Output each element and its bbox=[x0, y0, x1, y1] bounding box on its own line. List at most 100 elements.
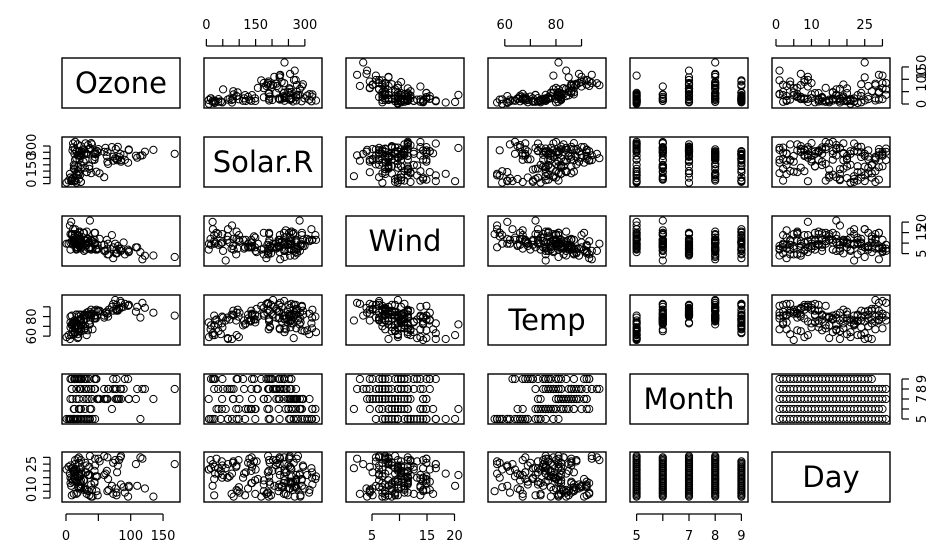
data-point bbox=[523, 238, 532, 247]
data-point bbox=[658, 96, 667, 105]
data-point bbox=[454, 320, 463, 329]
panel-frame bbox=[487, 136, 607, 188]
data-point bbox=[684, 230, 694, 239]
data-point bbox=[287, 404, 296, 414]
data-point bbox=[531, 384, 540, 394]
data-point bbox=[521, 414, 530, 424]
data-point bbox=[775, 325, 784, 334]
data-point bbox=[413, 161, 422, 170]
data-point bbox=[516, 141, 525, 150]
data-point bbox=[262, 299, 271, 308]
tick-label: 25 bbox=[25, 456, 40, 473]
data-point bbox=[422, 394, 431, 404]
data-point bbox=[539, 155, 548, 164]
data-point bbox=[297, 326, 306, 335]
data-point bbox=[280, 233, 289, 242]
data-point bbox=[378, 76, 387, 85]
panel-month-vs-temp bbox=[487, 373, 607, 425]
data-point bbox=[632, 319, 641, 328]
data-point bbox=[275, 235, 284, 244]
data-point bbox=[528, 240, 538, 249]
data-point bbox=[562, 92, 571, 101]
data-point bbox=[112, 300, 121, 309]
data-point bbox=[737, 77, 746, 86]
data-point bbox=[218, 230, 227, 239]
data-point bbox=[113, 142, 122, 151]
data-point bbox=[684, 169, 694, 178]
data-point bbox=[818, 149, 827, 158]
data-point bbox=[280, 238, 289, 247]
data-point bbox=[378, 394, 387, 404]
data-point bbox=[124, 300, 133, 309]
data-point bbox=[85, 320, 95, 329]
data-point bbox=[544, 374, 553, 384]
data-point bbox=[85, 374, 94, 384]
data-point bbox=[112, 374, 121, 384]
data-point bbox=[219, 246, 228, 255]
tick-label: 7 bbox=[915, 395, 930, 403]
data-point bbox=[100, 394, 109, 404]
panel-day-vs-wind bbox=[345, 451, 465, 503]
data-point bbox=[842, 310, 852, 319]
data-point bbox=[825, 321, 834, 330]
data-point bbox=[92, 244, 101, 253]
data-point bbox=[567, 384, 576, 394]
data-point bbox=[241, 414, 250, 424]
panel-wind-vs-wind: Wind bbox=[345, 215, 465, 267]
data-point bbox=[867, 304, 876, 313]
data-point bbox=[684, 147, 694, 156]
data-point bbox=[803, 72, 813, 81]
data-point bbox=[572, 79, 581, 88]
data-point bbox=[490, 230, 499, 239]
data-point bbox=[272, 394, 281, 404]
tick-label: 5 bbox=[915, 415, 930, 423]
data-point bbox=[782, 169, 791, 179]
data-point bbox=[245, 95, 254, 104]
data-point bbox=[775, 90, 784, 99]
data-point bbox=[210, 414, 219, 424]
data-point bbox=[227, 244, 236, 253]
data-point bbox=[451, 331, 460, 340]
data-point bbox=[658, 309, 667, 318]
data-point bbox=[878, 394, 887, 404]
data-point bbox=[531, 216, 540, 225]
data-point bbox=[263, 394, 272, 404]
data-point bbox=[206, 240, 216, 249]
data-point bbox=[391, 414, 400, 424]
data-point bbox=[582, 374, 591, 384]
data-point bbox=[234, 333, 243, 342]
data-point bbox=[378, 414, 387, 424]
data-point bbox=[786, 140, 795, 149]
data-point bbox=[419, 317, 428, 326]
data-point bbox=[554, 89, 563, 98]
data-point bbox=[572, 384, 581, 394]
data-point bbox=[782, 299, 791, 308]
data-point bbox=[249, 232, 259, 241]
data-point bbox=[384, 384, 393, 394]
data-point bbox=[416, 137, 425, 147]
data-point bbox=[572, 394, 581, 404]
data-point bbox=[737, 173, 746, 182]
data-point bbox=[577, 384, 586, 394]
data-point bbox=[814, 227, 823, 236]
data-point bbox=[265, 374, 274, 384]
data-point bbox=[658, 300, 667, 309]
data-point bbox=[871, 230, 880, 239]
data-point bbox=[842, 84, 852, 93]
data-point bbox=[503, 234, 512, 243]
tick-label: 60 bbox=[25, 328, 40, 345]
data-point bbox=[881, 298, 891, 307]
data-point bbox=[551, 374, 561, 384]
tick-label: 0 bbox=[202, 18, 210, 33]
data-point bbox=[498, 167, 507, 176]
data-point bbox=[280, 296, 289, 306]
data-point bbox=[140, 484, 149, 493]
data-point bbox=[711, 227, 720, 236]
data-point bbox=[533, 404, 543, 414]
data-point bbox=[109, 374, 118, 384]
data-point bbox=[521, 95, 530, 104]
data-point bbox=[549, 414, 558, 424]
data-point bbox=[381, 384, 390, 394]
data-point bbox=[279, 311, 288, 320]
data-point bbox=[265, 245, 274, 254]
